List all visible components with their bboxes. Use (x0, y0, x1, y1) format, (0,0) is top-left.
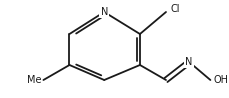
Text: Me: Me (27, 75, 41, 85)
Text: N: N (100, 7, 107, 17)
Text: OH: OH (212, 75, 227, 85)
Text: Cl: Cl (170, 4, 180, 14)
Text: N: N (185, 57, 192, 67)
